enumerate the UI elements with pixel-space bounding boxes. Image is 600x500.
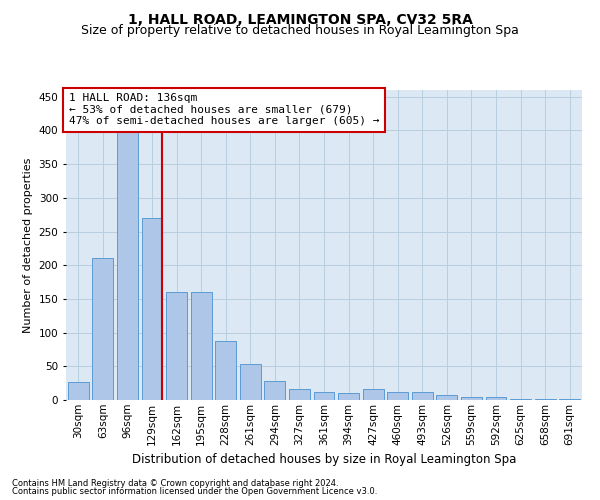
Bar: [191, 292, 212, 400]
Bar: [485, 396, 506, 400]
Bar: [215, 342, 236, 400]
Y-axis label: Number of detached properties: Number of detached properties: [23, 158, 33, 332]
Text: 1 HALL ROAD: 136sqm
← 53% of detached houses are smaller (679)
47% of semi-detac: 1 HALL ROAD: 136sqm ← 53% of detached ho…: [68, 93, 379, 126]
Bar: [142, 218, 163, 400]
Text: Contains HM Land Registry data © Crown copyright and database right 2024.: Contains HM Land Registry data © Crown c…: [12, 478, 338, 488]
Bar: [166, 292, 187, 400]
Bar: [436, 396, 457, 400]
Bar: [314, 392, 334, 400]
X-axis label: Distribution of detached houses by size in Royal Leamington Spa: Distribution of detached houses by size …: [132, 453, 516, 466]
Bar: [412, 392, 433, 400]
Bar: [387, 392, 408, 400]
Text: 1, HALL ROAD, LEAMINGTON SPA, CV32 5RA: 1, HALL ROAD, LEAMINGTON SPA, CV32 5RA: [128, 12, 472, 26]
Bar: [68, 382, 89, 400]
Bar: [117, 130, 138, 400]
Bar: [362, 389, 383, 400]
Bar: [461, 396, 482, 400]
Bar: [338, 394, 359, 400]
Bar: [289, 388, 310, 400]
Bar: [265, 381, 286, 400]
Text: Contains public sector information licensed under the Open Government Licence v3: Contains public sector information licen…: [12, 487, 377, 496]
Bar: [92, 258, 113, 400]
Bar: [510, 398, 531, 400]
Bar: [559, 398, 580, 400]
Bar: [240, 364, 261, 400]
Text: Size of property relative to detached houses in Royal Leamington Spa: Size of property relative to detached ho…: [81, 24, 519, 37]
